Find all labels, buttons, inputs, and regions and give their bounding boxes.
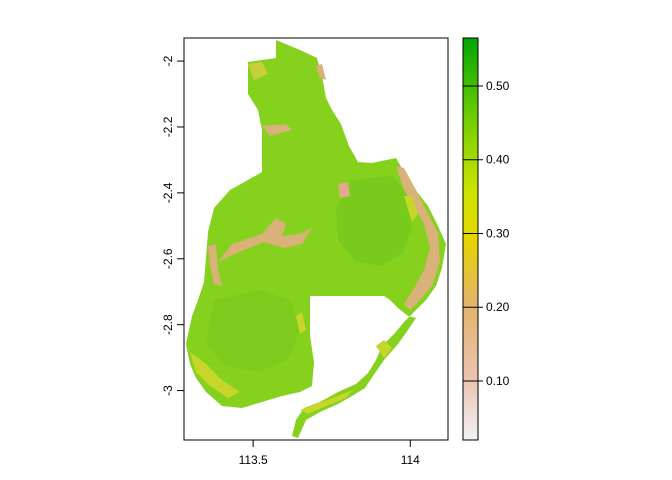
- patch-river-se: [376, 340, 392, 358]
- y-tick-label: -2.6: [161, 248, 175, 269]
- dense-vegetation-south: [206, 290, 300, 372]
- legend-tick-label: 0.20: [486, 300, 510, 314]
- patch-center-channel: [218, 218, 312, 262]
- y-tick-label: -2: [161, 55, 175, 66]
- legend-tick-label: 0.10: [486, 374, 510, 388]
- patch-river-east: [396, 166, 440, 310]
- y-tick-label: -2.8: [161, 314, 175, 335]
- patch-west: [208, 244, 222, 286]
- x-axis: 113.5 114: [239, 439, 420, 467]
- dense-vegetation-east: [336, 176, 412, 266]
- patch-north-3: [316, 64, 326, 80]
- legend-tick-label: 0.50: [486, 79, 510, 93]
- x-tick-label: 113.5: [239, 453, 268, 467]
- legend-tick-label: 0.30: [486, 226, 510, 240]
- legend-tick-label: 0.40: [486, 153, 510, 167]
- x-tick-label: 114: [401, 453, 420, 467]
- legend-colorbar: [462, 37, 479, 441]
- patch-sw: [190, 352, 240, 398]
- y-axis-ticks: -2 -2.2 -2.4 -2.6 -2.8 -3: [161, 55, 184, 396]
- patch-river-east-2: [404, 196, 418, 222]
- color-legend: 0.10 0.20 0.30 0.40 0.50: [462, 37, 510, 441]
- raster-region: [186, 40, 446, 438]
- patch-mid-1: [296, 312, 306, 334]
- y-tick-label: -3: [161, 385, 175, 396]
- legend-ticks: 0.10 0.20 0.30 0.40 0.50: [463, 79, 510, 388]
- patch-south-strip: [300, 390, 352, 414]
- x-axis-ticks: 113.5 114: [239, 440, 420, 467]
- y-tick-label: -2.2: [161, 116, 175, 137]
- patch-north-1: [262, 124, 292, 136]
- y-axis: -2 -2.2 -2.4 -2.6 -2.8 -3: [161, 55, 185, 396]
- patch-north-2: [248, 62, 268, 80]
- y-tick-label: -2.4: [161, 182, 175, 203]
- patch-center-2: [338, 182, 350, 198]
